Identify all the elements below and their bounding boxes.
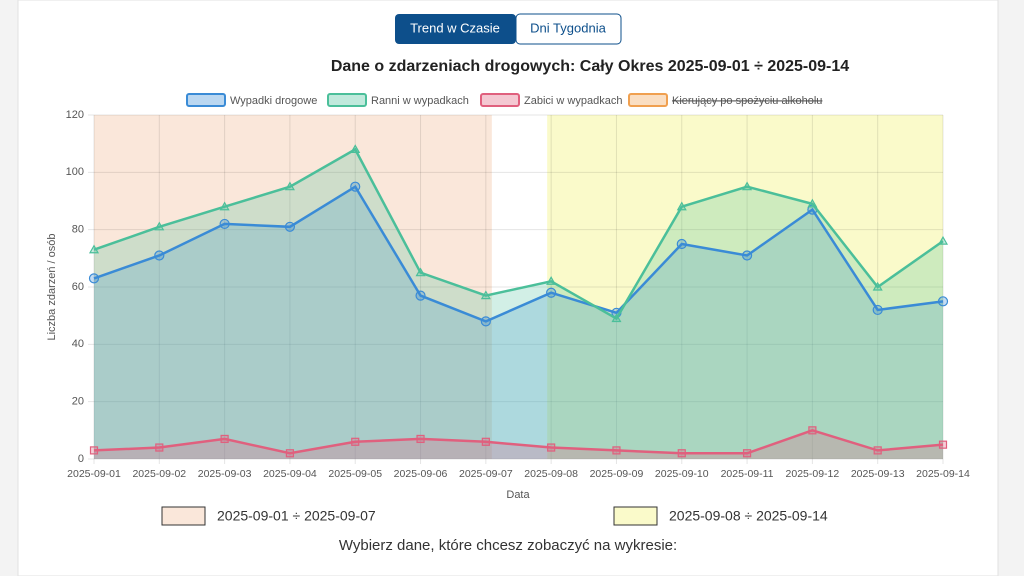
point [416, 434, 425, 444]
x-tick-label: 2025-09-10 [655, 468, 709, 480]
point [676, 201, 687, 211]
point [937, 296, 949, 307]
legend-swatch [628, 93, 668, 107]
series-line [93, 184, 944, 323]
point [808, 426, 817, 435]
point [938, 440, 948, 449]
x-tick-label: 2025-09-02 [132, 468, 186, 480]
period-swatch [161, 506, 206, 526]
x-tick-label: 2025-09-09 [590, 468, 644, 480]
point [677, 449, 686, 458]
legend-label[interactable]: Wypadki drogowe [230, 95, 317, 107]
series-area [94, 186, 943, 459]
x-tick-label: 2025-09-04 [263, 468, 317, 480]
tab-label[interactable]: Trend w Czasie [410, 20, 500, 35]
point [742, 449, 752, 458]
period-region [94, 115, 492, 459]
legend-label[interactable]: Ranni w wypadkach [371, 95, 469, 107]
series-line [93, 429, 944, 455]
y-tick-label: 20 [72, 396, 84, 408]
period-label: 2025-09-08 ÷ 2025-09-14 [669, 508, 828, 524]
x-tick-label: 2025-09-11 [721, 468, 774, 480]
point [480, 316, 491, 327]
point [219, 201, 230, 211]
point [676, 238, 687, 250]
chart-title: Dane o zdarzeniach drogowych: Cały Okres… [331, 58, 849, 75]
legend-swatch [480, 93, 520, 107]
point [807, 198, 818, 208]
y-tick-label: 100 [66, 166, 84, 178]
x-tick-label: 2025-09-14 [916, 468, 970, 480]
point [546, 276, 557, 285]
series-layer [88, 144, 949, 459]
point [350, 144, 361, 153]
point [154, 221, 165, 231]
point [742, 181, 753, 191]
point [350, 181, 361, 192]
series-line [93, 147, 944, 321]
point [285, 449, 295, 458]
point [89, 446, 99, 455]
series-area [94, 149, 943, 459]
y-tick-label: 40 [72, 338, 84, 350]
point [547, 443, 556, 452]
point [611, 313, 622, 323]
point [612, 446, 621, 455]
point [872, 304, 883, 316]
legend-label[interactable]: Zabici w wypadkach [524, 95, 622, 107]
point [415, 290, 426, 301]
x-tick-label: 2025-09-08 [524, 468, 578, 480]
point [741, 250, 753, 261]
prompt: Wybierz dane, które chcesz zobaczyć na w… [339, 537, 677, 554]
point [481, 437, 490, 446]
point [88, 244, 100, 254]
y-tick-label: 0 [78, 453, 84, 465]
point [155, 443, 164, 452]
x-tick-label: 2025-09-12 [786, 468, 840, 480]
point [284, 221, 296, 232]
tab-active[interactable] [395, 14, 516, 44]
x-tick-label: 2025-09-07 [459, 468, 513, 480]
y-tick-label: 80 [72, 224, 84, 236]
point [546, 287, 557, 298]
y-tick-label: 120 [66, 109, 84, 121]
tab-label[interactable]: Dni Tygodnia [530, 20, 606, 35]
x-axis-label: Data [506, 489, 530, 501]
point [351, 437, 360, 446]
tab[interactable] [515, 13, 622, 45]
x-tick-label: 2025-09-13 [851, 468, 905, 480]
x-tick-label: 2025-09-01 [67, 468, 121, 480]
x-tick-label: 2025-09-05 [328, 468, 382, 480]
y-axis-label: Liczba zdarzeń / osób [46, 233, 58, 340]
y-tick-label: 60 [72, 281, 84, 293]
point [873, 446, 882, 455]
point [219, 218, 230, 230]
period-label: 2025-09-01 ÷ 2025-09-07 [217, 508, 376, 524]
point [872, 281, 883, 291]
point [154, 250, 165, 261]
point [88, 273, 100, 284]
period-swatch [613, 506, 658, 526]
x-tick-label: 2025-09-03 [198, 468, 252, 480]
point [220, 434, 229, 444]
legend-swatch [327, 93, 367, 107]
point [415, 267, 426, 277]
point [480, 290, 491, 300]
legend-swatch [186, 93, 226, 107]
point [284, 181, 295, 191]
legend-label[interactable]: Kierujący po spożyciu alkoholu [672, 95, 822, 107]
x-tick-label: 2025-09-06 [394, 468, 448, 480]
point [937, 235, 949, 245]
panel [17, 0, 999, 576]
